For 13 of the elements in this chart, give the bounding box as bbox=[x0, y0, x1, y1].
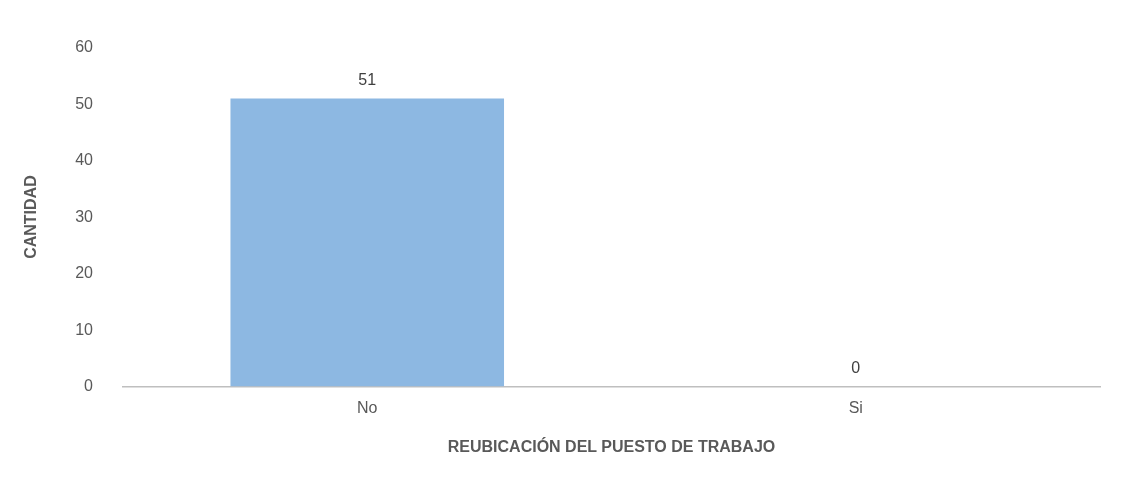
y-tick-label: 60 bbox=[75, 38, 94, 56]
data-label: 0 bbox=[851, 359, 861, 377]
x-tick-label: Si bbox=[848, 398, 863, 416]
y-tick-label: 50 bbox=[75, 94, 94, 112]
y-tick-label: 0 bbox=[84, 377, 94, 395]
x-tick-label: No bbox=[357, 398, 378, 416]
y-tick-label: 30 bbox=[75, 207, 94, 225]
data-label: 51 bbox=[358, 70, 377, 88]
y-axis-title: CANTIDAD bbox=[22, 175, 40, 259]
y-tick-label: 20 bbox=[75, 264, 94, 282]
y-tick-label: 10 bbox=[75, 320, 94, 338]
x-axis-title: REUBICACIÓN DEL PUESTO DE TRABAJO bbox=[447, 436, 776, 455]
y-tick-label: 40 bbox=[75, 151, 94, 169]
